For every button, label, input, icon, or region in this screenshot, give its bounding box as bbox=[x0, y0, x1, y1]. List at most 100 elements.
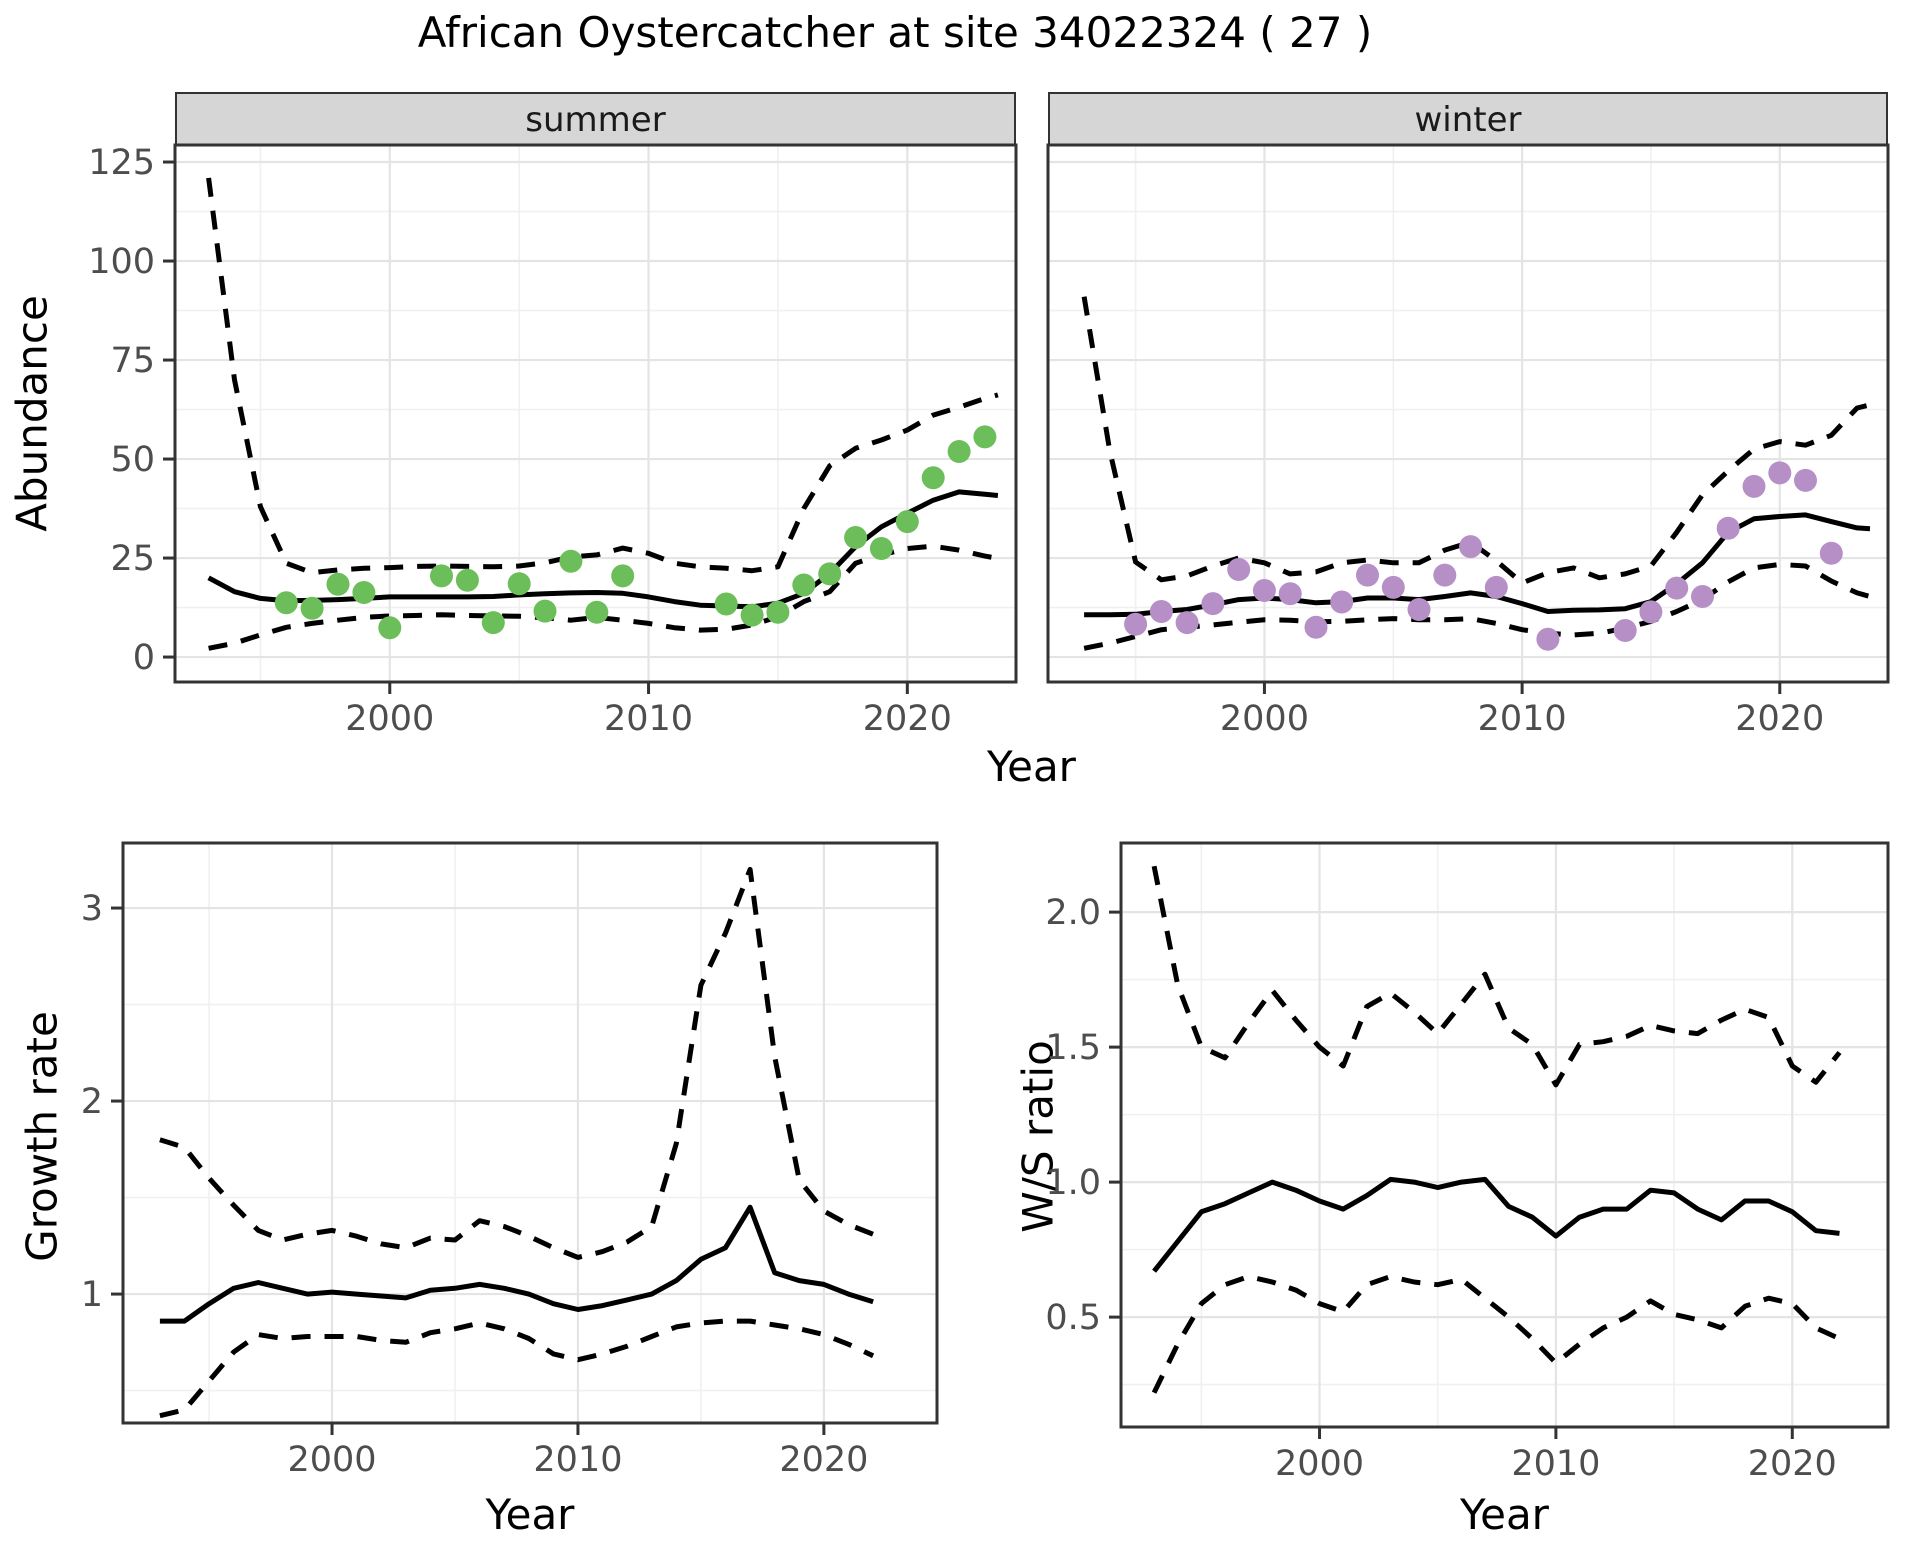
x-axis-title-year-ws: Year bbox=[1460, 1490, 1549, 1539]
data-point bbox=[481, 611, 505, 635]
x-axis-title-year-growth: Year bbox=[485, 1490, 575, 1539]
data-point bbox=[818, 562, 842, 586]
y-tick-label: 2.0 bbox=[1045, 893, 1101, 933]
y-tick-label: 100 bbox=[88, 242, 155, 282]
y-tick-label: 1.0 bbox=[1045, 1163, 1101, 1203]
data-point bbox=[1278, 582, 1302, 606]
data-point bbox=[1433, 563, 1457, 587]
data-point bbox=[1742, 474, 1766, 498]
x-tick-label: 2020 bbox=[1748, 1444, 1837, 1484]
data-point bbox=[1484, 575, 1508, 599]
x-tick-label: 2010 bbox=[533, 1440, 622, 1480]
figure-title: African Oystercatcher at site 34022324 (… bbox=[417, 8, 1373, 57]
data-point bbox=[1124, 612, 1148, 636]
points-observed-summer bbox=[274, 425, 997, 640]
panel-border-growth-rate bbox=[121, 841, 939, 1425]
series-upper-ci-ws-ratio bbox=[1151, 865, 1842, 1088]
x-tick-label: 2020 bbox=[1735, 699, 1824, 739]
data-point bbox=[274, 591, 298, 615]
y-tick-label: 2 bbox=[81, 1082, 103, 1122]
data-point bbox=[740, 603, 764, 627]
y-tick-label: 25 bbox=[110, 539, 155, 579]
facet-strip-summer: summer bbox=[175, 92, 1016, 147]
data-point bbox=[1665, 576, 1689, 600]
facet-strip-winter: winter bbox=[1048, 92, 1888, 147]
panel-border-abundance-winter bbox=[1046, 143, 1890, 684]
data-point bbox=[326, 572, 350, 596]
x-tick-label: 2010 bbox=[1511, 1444, 1600, 1484]
x-tick-label: 2020 bbox=[863, 699, 952, 739]
data-point bbox=[1356, 563, 1379, 587]
data-point bbox=[869, 537, 893, 560]
series-upper-ci-growth-rate bbox=[159, 866, 875, 1260]
data-point bbox=[1613, 619, 1637, 642]
y-tick-label: 1 bbox=[81, 1275, 103, 1315]
series-upper-ci-abundance-winter bbox=[1081, 296, 1871, 586]
y-tick-label: 0.5 bbox=[1045, 1298, 1101, 1338]
y-tick-label: 1.5 bbox=[1045, 1028, 1101, 1068]
data-point bbox=[1459, 535, 1483, 559]
data-point bbox=[1175, 611, 1199, 635]
data-point bbox=[430, 564, 453, 588]
data-point bbox=[844, 526, 868, 549]
data-point bbox=[792, 573, 816, 597]
panel-border-ws-ratio bbox=[1119, 841, 1890, 1429]
data-point bbox=[973, 425, 997, 449]
data-point bbox=[1252, 579, 1276, 602]
y-tick-label: 0 bbox=[133, 638, 155, 678]
x-tick-label: 2000 bbox=[1275, 1444, 1364, 1484]
data-point bbox=[1794, 468, 1817, 492]
data-point bbox=[1639, 600, 1663, 624]
x-tick-label: 2000 bbox=[287, 1440, 376, 1480]
facet-strip-winter-label: winter bbox=[1414, 99, 1522, 140]
series-fitted-growth-rate bbox=[159, 1204, 874, 1324]
data-point bbox=[766, 600, 790, 624]
data-point bbox=[455, 568, 479, 592]
data-point bbox=[1149, 600, 1173, 623]
y-tick-label: 75 bbox=[110, 341, 155, 381]
data-point bbox=[611, 564, 635, 588]
x-tick-label: 2010 bbox=[1478, 699, 1567, 739]
data-point bbox=[1330, 590, 1354, 614]
series-upper-ci-abundance-summer bbox=[206, 177, 999, 576]
y-tick-label: 3 bbox=[81, 889, 103, 929]
panel-bg-ws-ratio bbox=[1121, 843, 1888, 1427]
data-point bbox=[921, 466, 945, 490]
data-point bbox=[1768, 461, 1792, 485]
panel-border-abundance-summer bbox=[173, 143, 1018, 684]
x-tick-label: 2000 bbox=[1220, 699, 1309, 739]
panel-abundance-winter: 2000 2010 2020 bbox=[1046, 143, 1890, 739]
series-lower-ci-abundance-winter bbox=[1083, 561, 1871, 651]
data-point bbox=[1716, 516, 1740, 540]
panel-ws-ratio: 2000 2010 2020 0.5 1.0 1.5 2.0 bbox=[1045, 841, 1890, 1484]
x-axis-title-year-top: Year bbox=[987, 742, 1076, 791]
data-point bbox=[507, 572, 531, 596]
data-point bbox=[1304, 615, 1328, 639]
data-point bbox=[585, 600, 609, 624]
data-point bbox=[1691, 585, 1714, 608]
data-point bbox=[378, 616, 402, 640]
panel-bg-growth-rate bbox=[123, 843, 937, 1423]
data-point bbox=[714, 592, 738, 616]
y-tick-label: 125 bbox=[88, 143, 155, 183]
data-point bbox=[1407, 598, 1431, 621]
panel-growth-rate: 2000 2010 2020 1 2 3 bbox=[81, 841, 939, 1480]
x-tick-label: 2000 bbox=[345, 699, 434, 739]
x-tick-label: 2010 bbox=[604, 699, 693, 739]
data-point bbox=[1819, 541, 1843, 565]
panel-abundance-summer: 2000 2010 2020 0 25 50 75 100 125 bbox=[88, 143, 1018, 739]
data-point bbox=[1227, 558, 1251, 581]
data-point bbox=[1201, 592, 1225, 616]
data-point bbox=[895, 510, 919, 534]
series-fitted-abundance-summer bbox=[207, 489, 999, 610]
series-fitted-ws-ratio bbox=[1152, 1176, 1840, 1273]
data-point bbox=[533, 599, 557, 623]
series-lower-ci-ws-ratio bbox=[1151, 1274, 1841, 1394]
data-point bbox=[1536, 627, 1560, 651]
data-point bbox=[1381, 575, 1405, 599]
data-point bbox=[947, 440, 971, 463]
series-lower-ci-growth-rate bbox=[159, 1318, 875, 1419]
data-point bbox=[559, 549, 583, 573]
